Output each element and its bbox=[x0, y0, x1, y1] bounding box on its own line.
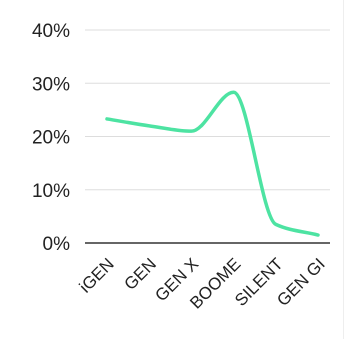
frame-edge bbox=[343, 0, 344, 339]
y-tick-label: 20% bbox=[32, 128, 70, 149]
series-layer bbox=[105, 90, 320, 237]
x-tick-label: iGEN bbox=[76, 254, 118, 296]
y-tick-label: 0% bbox=[43, 234, 71, 255]
series-line bbox=[105, 90, 320, 237]
y-tick-label: 40% bbox=[32, 21, 70, 42]
y-axis-ticks: 0% 10% 20% 30% 40% bbox=[32, 21, 70, 255]
y-tick-label: 30% bbox=[32, 74, 70, 95]
y-tick-label: 10% bbox=[32, 181, 70, 202]
x-tick-label: GEN GI bbox=[273, 254, 329, 310]
gridlines bbox=[85, 29, 330, 191]
